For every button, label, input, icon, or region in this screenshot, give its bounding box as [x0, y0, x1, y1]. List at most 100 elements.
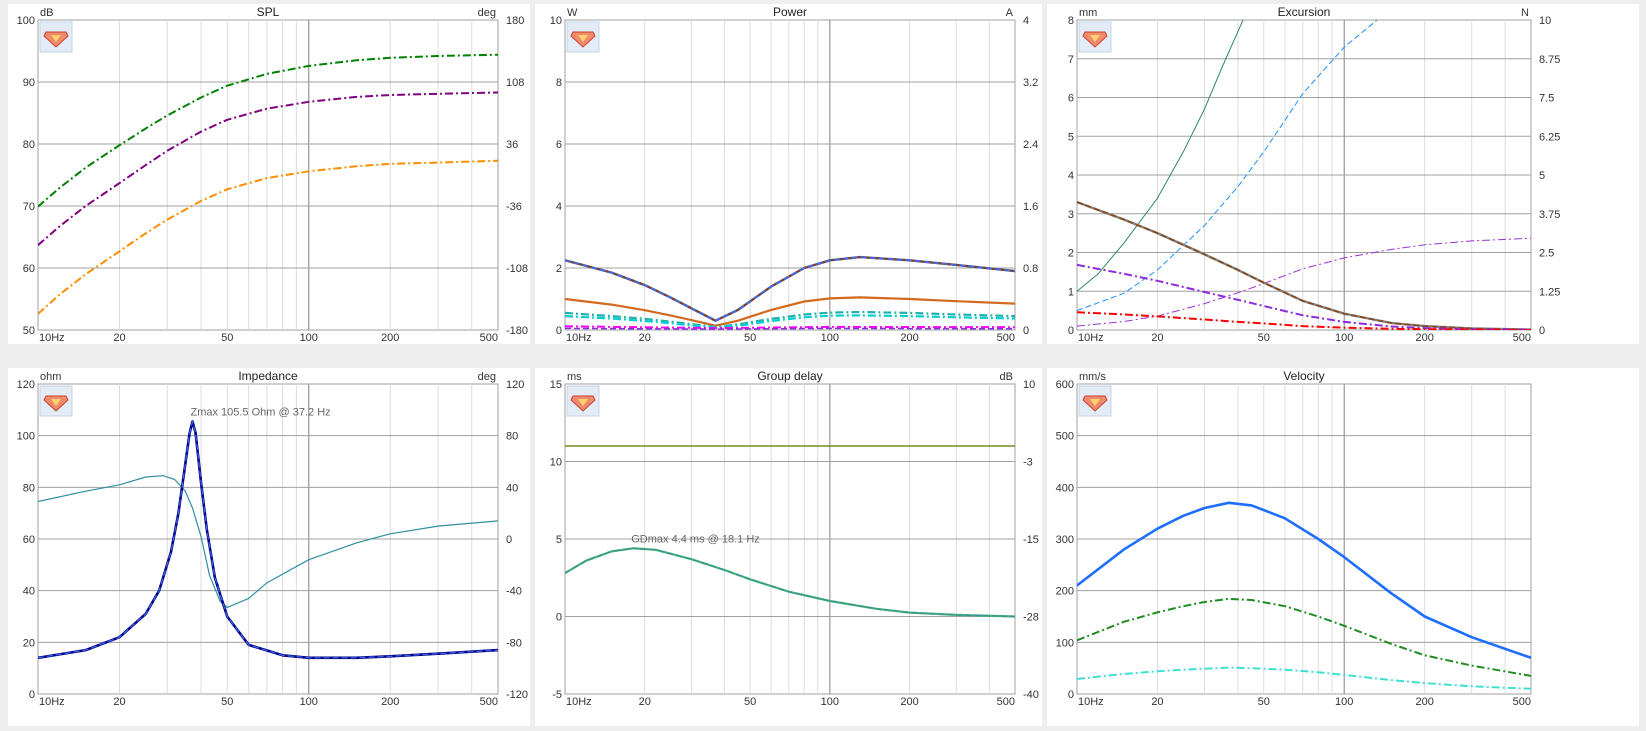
excursion-x-tick-label: 500 — [1513, 332, 1531, 344]
group-delay-y2-tick-label: 10 — [1023, 379, 1035, 391]
excursion-y-tick-label: 7 — [1068, 54, 1074, 66]
impedance-y2-tick-label: 0 — [506, 534, 512, 546]
velocity-series-line — [1077, 666, 1531, 690]
group-delay-series — [565, 445, 1015, 618]
power-plot-area — [564, 19, 1016, 331]
power-y2-tick-label: 2.4 — [1023, 139, 1038, 151]
power-y-tick-label: 10 — [550, 15, 562, 27]
excursion-series-line — [1077, 311, 1531, 330]
excursion-y-tick-label: 3 — [1068, 209, 1074, 221]
spl-y-tick-label: 70 — [23, 201, 35, 213]
excursion-y-tick-label: 0 — [1068, 325, 1074, 337]
spl-series — [38, 53, 498, 315]
power-y2-axis-unit: A — [1006, 7, 1014, 19]
power-panel: 0 2 4 6 8 10 0 0.8 1.6 2.4 3.2 4 10Hz 20 50 100 200 500 Po… — [535, 4, 1042, 344]
spl-x-tick-label: 200 — [381, 332, 399, 344]
power-y-tick-label: 6 — [556, 139, 562, 151]
spl-y-tick-label: 90 — [23, 77, 35, 89]
power-x-tick-label: 50 — [744, 332, 756, 344]
group-delay-x-tick-label: 20 — [639, 696, 651, 708]
power-y-tick-label: 2 — [556, 263, 562, 275]
velocity-y-tick-label: 400 — [1056, 482, 1074, 494]
power-horizontal-grid — [565, 81, 1015, 269]
velocity-x-tick-label: 10Hz — [1078, 696, 1104, 708]
spl-y-tick-label: 60 — [23, 263, 35, 275]
excursion-y2-tick-label: 3.75 — [1539, 209, 1560, 221]
excursion-chart-svg: 0 1 2 3 4 5 6 7 8 0 1.25 2.5 3.75 5 6.25 7.5 8.75 10 10Hz 2… — [1068, 5, 1561, 344]
excursion-y2-tick-label: 1.25 — [1539, 286, 1560, 298]
spl-series-line — [38, 53, 498, 208]
impedance-y2-tick-label: -80 — [506, 637, 522, 649]
spl-y-tick-label: 50 — [23, 325, 35, 337]
excursion-x-tick-label: 50 — [1258, 332, 1270, 344]
power-series-line — [565, 327, 1015, 330]
group-delay-logo-icon — [566, 385, 600, 417]
excursion-x-tick-label: 20 — [1151, 332, 1163, 344]
excursion-x-tick-label: 10Hz — [1078, 332, 1104, 344]
group-delay-y2-tick-label: -15 — [1023, 534, 1039, 546]
power-series-line — [565, 314, 1015, 329]
impedance-y2-axis-unit: deg — [478, 371, 496, 383]
power-y-tick-label: 4 — [556, 201, 562, 213]
impedance-annotation: Zmax 105.5 Ohm @ 37.2 Hz — [190, 406, 330, 418]
impedance-y-tick-label: 60 — [23, 534, 35, 546]
velocity-x-tick-label: 100 — [1335, 696, 1353, 708]
excursion-x-tick-label: 100 — [1335, 332, 1353, 344]
spl-y2-tick-label: -108 — [506, 263, 528, 275]
spl-y-axis-unit: dB — [40, 7, 53, 19]
excursion-chart-title: Excursion — [1278, 5, 1331, 19]
excursion-logo-icon — [1078, 21, 1112, 53]
impedance-chart-svg: 0 20 40 60 80 100 120 -120 -80 -40 0 40 80 120 10Hz 20 5… — [17, 369, 528, 708]
power-y2-tick-label: 0.8 — [1023, 263, 1038, 275]
power-y-tick-label: 0 — [556, 325, 562, 337]
impedance-panel: 0 20 40 60 80 100 120 -120 -80 -40 0 40 80 120 10Hz 20 5… — [8, 368, 530, 726]
impedance-x-tick-label: 50 — [221, 696, 233, 708]
power-x-tick-label: 100 — [821, 332, 839, 344]
power-y2-tick-label: 3.2 — [1023, 77, 1038, 89]
velocity-series-line — [1077, 597, 1531, 677]
impedance-y2-tick-label: -120 — [506, 689, 528, 701]
group-delay-y-tick-label: 0 — [556, 612, 562, 624]
velocity-y-tick-label: 100 — [1056, 637, 1074, 649]
velocity-panel: 0 100 200 300 400 500 600 10Hz 20 50 100 200 500 Velo… — [1047, 368, 1639, 726]
excursion-y2-tick-label: 6.25 — [1539, 131, 1560, 143]
impedance-logo-icon — [39, 385, 73, 417]
velocity-horizontal-grid — [1077, 435, 1531, 643]
excursion-y2-tick-label: 8.75 — [1539, 54, 1560, 66]
velocity-x-tick-label: 20 — [1151, 696, 1163, 708]
power-series-line — [565, 296, 1015, 327]
power-x-tick-label: 500 — [997, 332, 1015, 344]
power-y2-tick-label: 4 — [1023, 15, 1029, 27]
spl-series-line — [38, 159, 498, 315]
power-chart-title: Power — [773, 5, 807, 19]
velocity-series-line — [1077, 501, 1531, 660]
spl-x-tick-label: 100 — [300, 332, 318, 344]
impedance-x-tick-label: 100 — [300, 696, 318, 708]
excursion-series-line — [1077, 201, 1531, 330]
group-delay-x-tick-label: 500 — [997, 696, 1015, 708]
group-delay-y-tick-label: 5 — [556, 534, 562, 546]
group-delay-x-tick-label: 50 — [744, 696, 756, 708]
power-y2-tick-label: 0 — [1023, 325, 1029, 337]
impedance-y-tick-label: 0 — [29, 689, 35, 701]
spl-y2-tick-label: 36 — [506, 139, 518, 151]
velocity-y-tick-label: 0 — [1068, 689, 1074, 701]
excursion-x-tick-label: 200 — [1415, 332, 1433, 344]
excursion-y2-tick-label: 5 — [1539, 170, 1545, 182]
impedance-y-axis-unit: ohm — [40, 371, 61, 383]
power-x-tick-label: 10Hz — [566, 332, 592, 344]
power-x-tick-label: 20 — [639, 332, 651, 344]
impedance-y2-tick-label: 40 — [506, 482, 518, 494]
excursion-y-tick-label: 4 — [1068, 170, 1074, 182]
power-series-line — [565, 310, 1015, 328]
excursion-y-axis-unit: mm — [1079, 7, 1097, 19]
excursion-y-tick-label: 8 — [1068, 15, 1074, 27]
impedance-y-tick-label: 20 — [23, 637, 35, 649]
impedance-y-tick-label: 40 — [23, 586, 35, 598]
excursion-series-line — [1077, 263, 1531, 330]
spl-x-tick-label: 10Hz — [39, 332, 65, 344]
spl-logo-icon — [39, 21, 73, 53]
velocity-y-axis-unit: mm/s — [1079, 371, 1106, 383]
